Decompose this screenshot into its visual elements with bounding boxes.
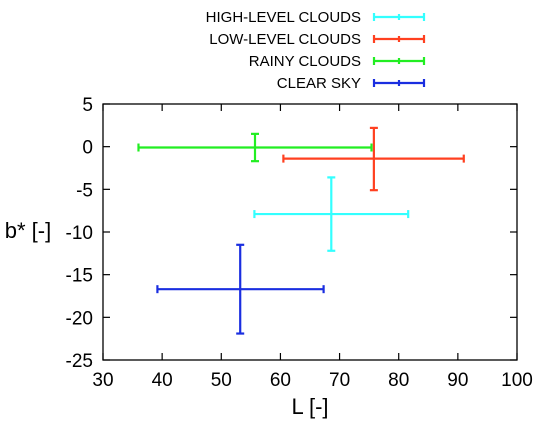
plot-frame	[102, 103, 518, 361]
y-tick-label: 5	[82, 95, 93, 116]
x-tick-label: 80	[388, 370, 409, 391]
legend-label: LOW-LEVEL CLOUDS	[209, 31, 361, 48]
y-tick-label: -25	[66, 351, 93, 372]
y-tick-label: -5	[76, 180, 93, 201]
x-axis-title: L [-]	[291, 394, 328, 419]
error-bar-marks	[137, 126, 465, 335]
x-tick-label: 50	[211, 370, 232, 391]
legend-swatch	[372, 57, 426, 65]
x-tick-label: 70	[329, 370, 350, 391]
legend-label: HIGH-LEVEL CLOUDS	[206, 9, 361, 26]
legend: HIGH-LEVEL CLOUDS LOW-LEVEL CLOUDS RAINY C…	[206, 9, 426, 92]
y-tick-label: -15	[66, 266, 93, 287]
x-tick-label: 60	[270, 370, 291, 391]
x-tick-label: 100	[501, 370, 533, 391]
x-tick-label: 30	[92, 370, 113, 391]
y-tick-label: -10	[66, 223, 93, 244]
legend-label: CLEAR SKY	[277, 75, 361, 92]
error-bar-series	[282, 126, 465, 192]
error-bar-series	[137, 132, 373, 163]
x-tick-label: 90	[447, 370, 468, 391]
y-tick-label: -20	[66, 308, 93, 329]
y-axis-title: b* [-]	[5, 218, 51, 243]
legend-swatch	[372, 35, 426, 43]
y-tick-label: 0	[82, 138, 93, 159]
x-tick-label: 40	[152, 370, 173, 391]
legend-swatch	[372, 13, 426, 21]
error-bar-series	[156, 243, 325, 335]
legend-label: RAINY CLOUDS	[249, 53, 361, 70]
legend-swatch	[372, 79, 426, 87]
error-bar-series	[253, 176, 410, 252]
